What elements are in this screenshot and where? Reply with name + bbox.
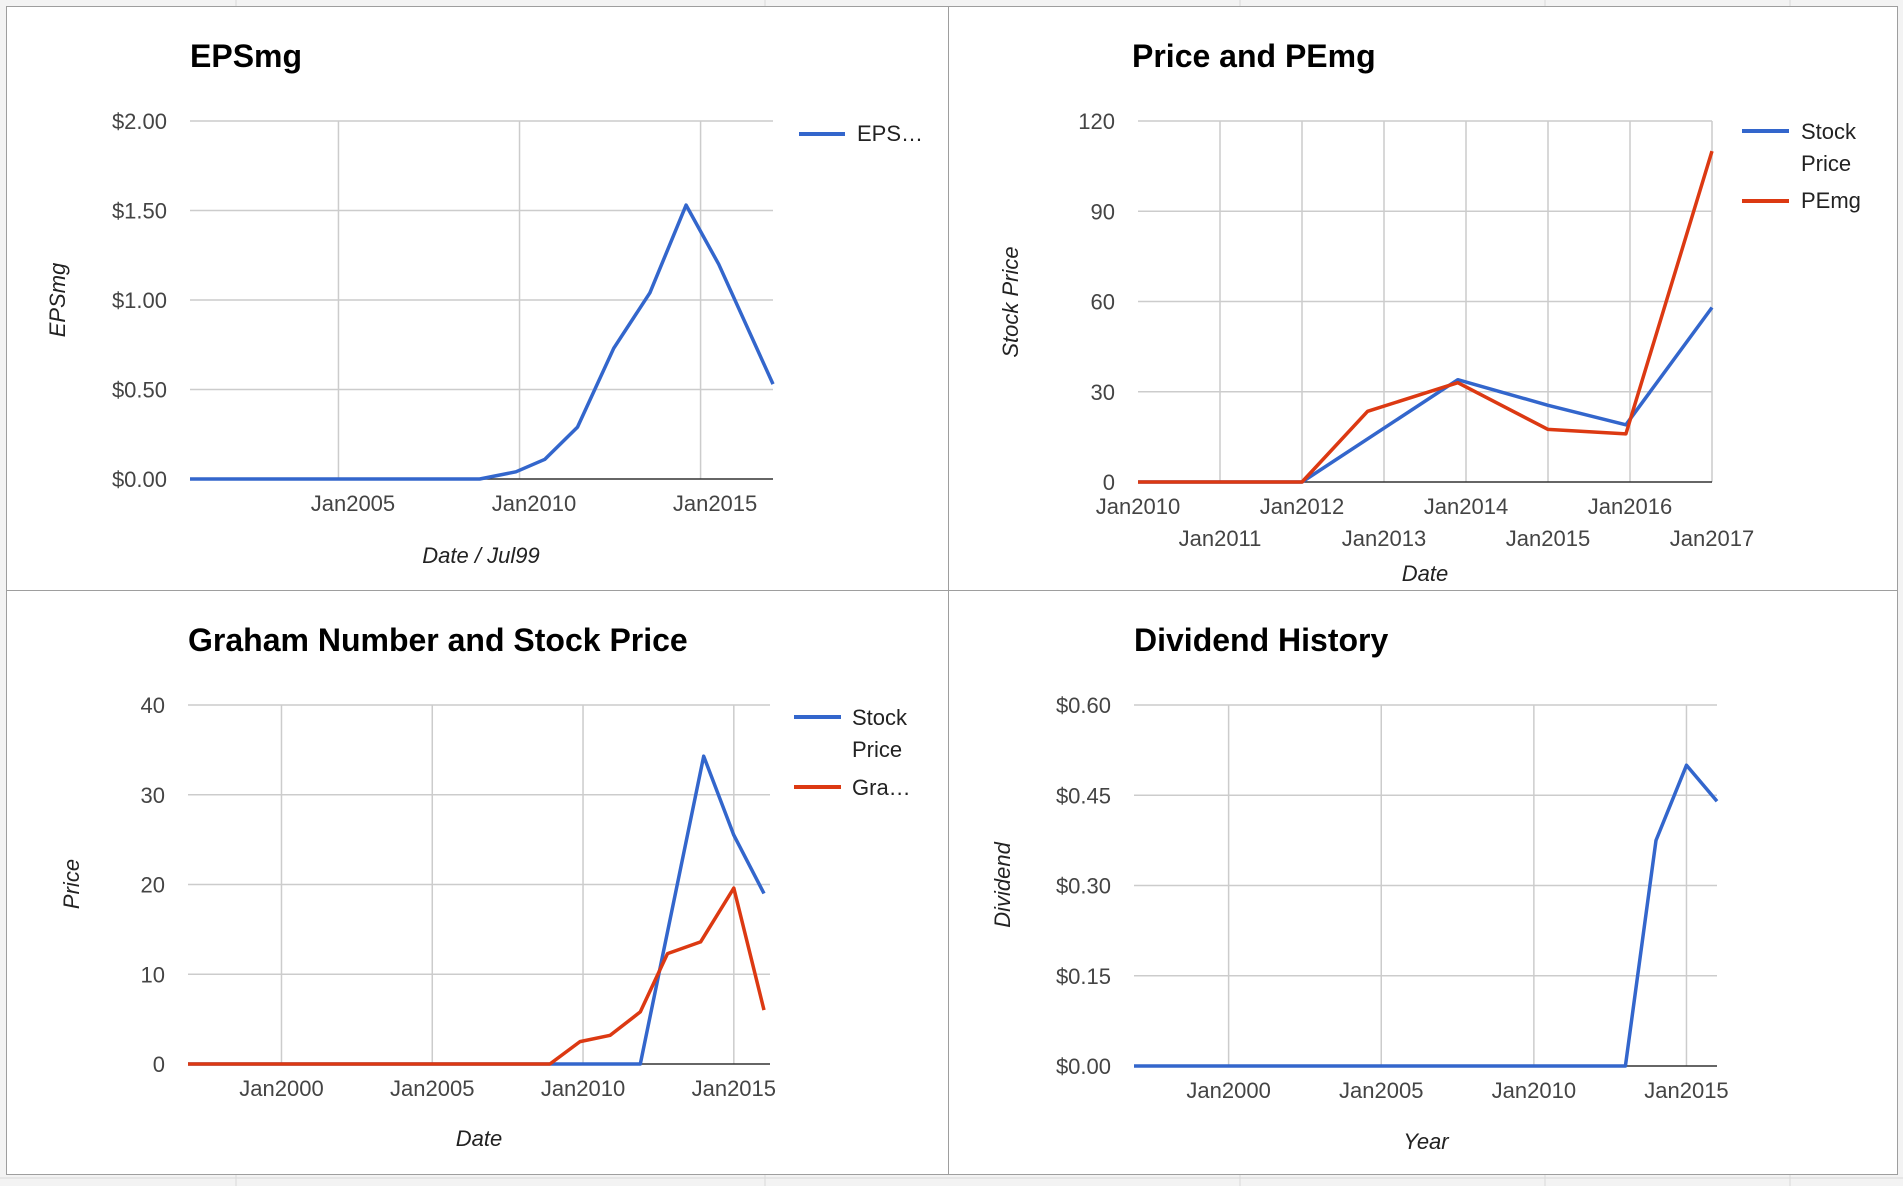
legend-label-stock-price: Stock Price xyxy=(1801,119,1862,176)
y-tick-label: 30 xyxy=(141,783,165,808)
series-line xyxy=(188,886,766,1066)
chart-title: Graham Number and Stock Price xyxy=(188,622,688,658)
series-line xyxy=(1138,150,1714,484)
x-axis-title: Year xyxy=(1403,1129,1450,1154)
x-tick-label: Jan2011 xyxy=(1179,526,1262,551)
chart-dividend: Dividend History $0.00$0.15$0.30$0.45$0.… xyxy=(990,622,1729,1154)
chart-panel-price-pemg[interactable]: Price and PEmg 0 30 60 90 120 Jan2010 Jan2011 J… xyxy=(948,6,1898,591)
y-tick-label: $0.15 xyxy=(1056,964,1111,989)
legend: Stock Price Gra… xyxy=(794,705,913,800)
x-tick-label: Jan2005 xyxy=(1339,1078,1423,1103)
x-tick-label: Jan2014 xyxy=(1424,494,1508,519)
plot-area: 0 30 60 90 120 Jan2010 Jan2011 Jan2012 Jan2013 Ja… xyxy=(1078,109,1754,551)
x-tick-label: Jan2005 xyxy=(390,1076,474,1101)
legend: EPS… xyxy=(799,121,923,146)
x-tick-label: Jan2015 xyxy=(673,491,757,516)
y-axis-title: Price xyxy=(59,859,84,909)
chart-panel-epsmg[interactable]: EPSmg $0.00 $0.50 $1.00 $1.50 $2.00 Jan2005 Ja… xyxy=(6,6,949,591)
x-tick-label: Jan2000 xyxy=(239,1076,323,1101)
x-tick-label: Jan2015 xyxy=(1506,526,1590,551)
chart-price-pemg: Price and PEmg 0 30 60 90 120 Jan2010 Jan2011 J… xyxy=(998,38,1862,586)
y-tick-label: 0 xyxy=(153,1052,165,1077)
x-axis-title: Date xyxy=(1402,561,1448,586)
legend-label-graham: Gra… xyxy=(852,775,911,800)
legend-label-line: Stock xyxy=(1801,119,1857,144)
legend-label: EPS… xyxy=(857,121,923,146)
y-tick-label: 30 xyxy=(1091,380,1115,405)
y-tick-label: $0.00 xyxy=(112,467,167,492)
y-axis-title: Stock Price xyxy=(998,246,1023,357)
x-tick-label: Jan2010 xyxy=(492,491,576,516)
y-tick-label: $0.30 xyxy=(1056,874,1111,899)
y-axis-title: EPSmg xyxy=(45,262,70,337)
series-line xyxy=(188,754,766,1066)
chart-title: EPSmg xyxy=(190,38,302,74)
x-tick-label: Jan2005 xyxy=(311,491,395,516)
x-tick-label: Jan2017 xyxy=(1670,526,1754,551)
y-axis-title: Dividend xyxy=(990,841,1015,927)
chart-panel-dividend[interactable]: Dividend History $0.00 $0.15 $0.30 $0.45 $0.… xyxy=(948,590,1898,1175)
legend-label-line: Stock xyxy=(852,705,908,730)
y-tick-label: 0 xyxy=(1103,470,1115,495)
x-axis-title: Date xyxy=(456,1126,502,1151)
legend-label-line: Price xyxy=(852,737,902,762)
series-line xyxy=(1134,763,1719,1068)
y-tick-label: $0.50 xyxy=(112,378,167,403)
y-tick-label: $1.00 xyxy=(112,288,167,313)
plot-area: $0.00 $0.15 $0.30 $0.45 $0.60 Jan2000 Jan2005 J… xyxy=(1056,693,1729,1103)
x-tick-label: Jan2015 xyxy=(692,1076,776,1101)
y-tick-label: 10 xyxy=(141,962,165,987)
x-tick-label: Jan2013 xyxy=(1342,526,1426,551)
legend-label-stock-price: Stock Price xyxy=(852,705,913,762)
legend-label-pemg: PEmg xyxy=(1801,188,1861,213)
chart-title: Dividend History xyxy=(1134,622,1388,658)
x-tick-label: Jan2016 xyxy=(1588,494,1672,519)
plot-area: 0 10 20 30 40 Jan2000 Jan2005 Jan2010 Jan2015 xyxy=(141,693,777,1101)
chart-title: Price and PEmg xyxy=(1132,38,1376,74)
x-axis-title: Date / Jul99 xyxy=(422,543,539,568)
x-tick-label: Jan2000 xyxy=(1186,1078,1270,1103)
chart-panel-graham[interactable]: Graham Number and Stock Price 0 10 20 30 40 J… xyxy=(6,590,949,1175)
x-tick-label: Jan2012 xyxy=(1260,494,1344,519)
y-tick-label: 60 xyxy=(1091,290,1115,315)
y-tick-label: 90 xyxy=(1091,199,1115,224)
y-tick-label: $0.60 xyxy=(1056,693,1111,718)
plot-area: $0.00 $0.50 $1.00 $1.50 $2.00 Jan2005 Jan2010 J… xyxy=(112,109,775,516)
y-tick-label: $0.00 xyxy=(1056,1054,1111,1079)
legend: Stock Price PEmg xyxy=(1742,119,1862,213)
x-tick-label: Jan2010 xyxy=(1096,494,1180,519)
x-tick-label: Jan2010 xyxy=(541,1076,625,1101)
x-tick-label: Jan2010 xyxy=(1492,1078,1576,1103)
y-tick-label: $0.45 xyxy=(1056,783,1111,808)
legend-label-line: Price xyxy=(1801,151,1851,176)
y-tick-label: $2.00 xyxy=(112,109,167,134)
y-tick-label: 40 xyxy=(141,693,165,718)
chart-graham: Graham Number and Stock Price 0 10 20 30 40 J… xyxy=(59,622,913,1151)
x-tick-label: Jan2015 xyxy=(1644,1078,1728,1103)
y-tick-label: 20 xyxy=(141,873,165,898)
y-tick-label: $1.50 xyxy=(112,199,167,224)
y-tick-label: 120 xyxy=(1078,109,1115,134)
chart-epsmg: EPSmg $0.00 $0.50 $1.00 $1.50 $2.00 Jan2005 Ja… xyxy=(45,38,923,568)
series-line xyxy=(190,203,775,481)
